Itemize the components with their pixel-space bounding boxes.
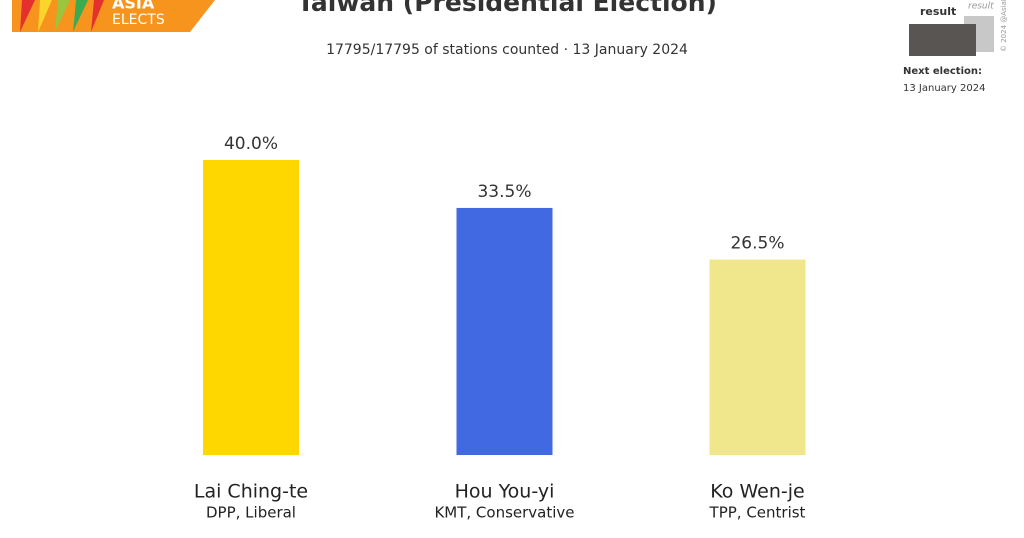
category-label: Lai Ching-te (194, 481, 308, 503)
bar (709, 259, 806, 455)
category-label: Ko Wen-je (710, 481, 804, 503)
next-election-date: 13 January 2024 (903, 83, 985, 94)
logo: ASIA ELECTS (12, 0, 215, 32)
legend-label: result (968, 2, 994, 12)
logo-sunburst (20, 0, 104, 32)
category-label: Hou You-yi (455, 481, 555, 503)
party-label: TPP, Centrist (709, 504, 806, 522)
bar (456, 207, 553, 455)
legend-current-swatch (909, 24, 976, 56)
next-election-label: Next election: (903, 66, 982, 77)
legend: result result © 2024 @AsiaElects (909, 0, 1008, 56)
chart-subtitle: 17795/17795 of stations counted · 13 Jan… (326, 42, 688, 58)
legend-label: result (920, 5, 956, 18)
credit: © 2024 @AsiaElects (1000, 0, 1008, 52)
logo-text: ASIA (112, 0, 155, 13)
value-label: 33.5% (477, 182, 531, 202)
party-label: DPP, Liberal (206, 504, 296, 522)
value-label: 26.5% (730, 234, 784, 254)
bar (203, 160, 299, 455)
logo-text: ELECTS (112, 12, 165, 28)
party-label: KMT, Conservative (434, 504, 574, 522)
value-label: 40.0% (224, 134, 278, 154)
chart-title: Taiwan (Presidential Election) (297, 0, 717, 17)
